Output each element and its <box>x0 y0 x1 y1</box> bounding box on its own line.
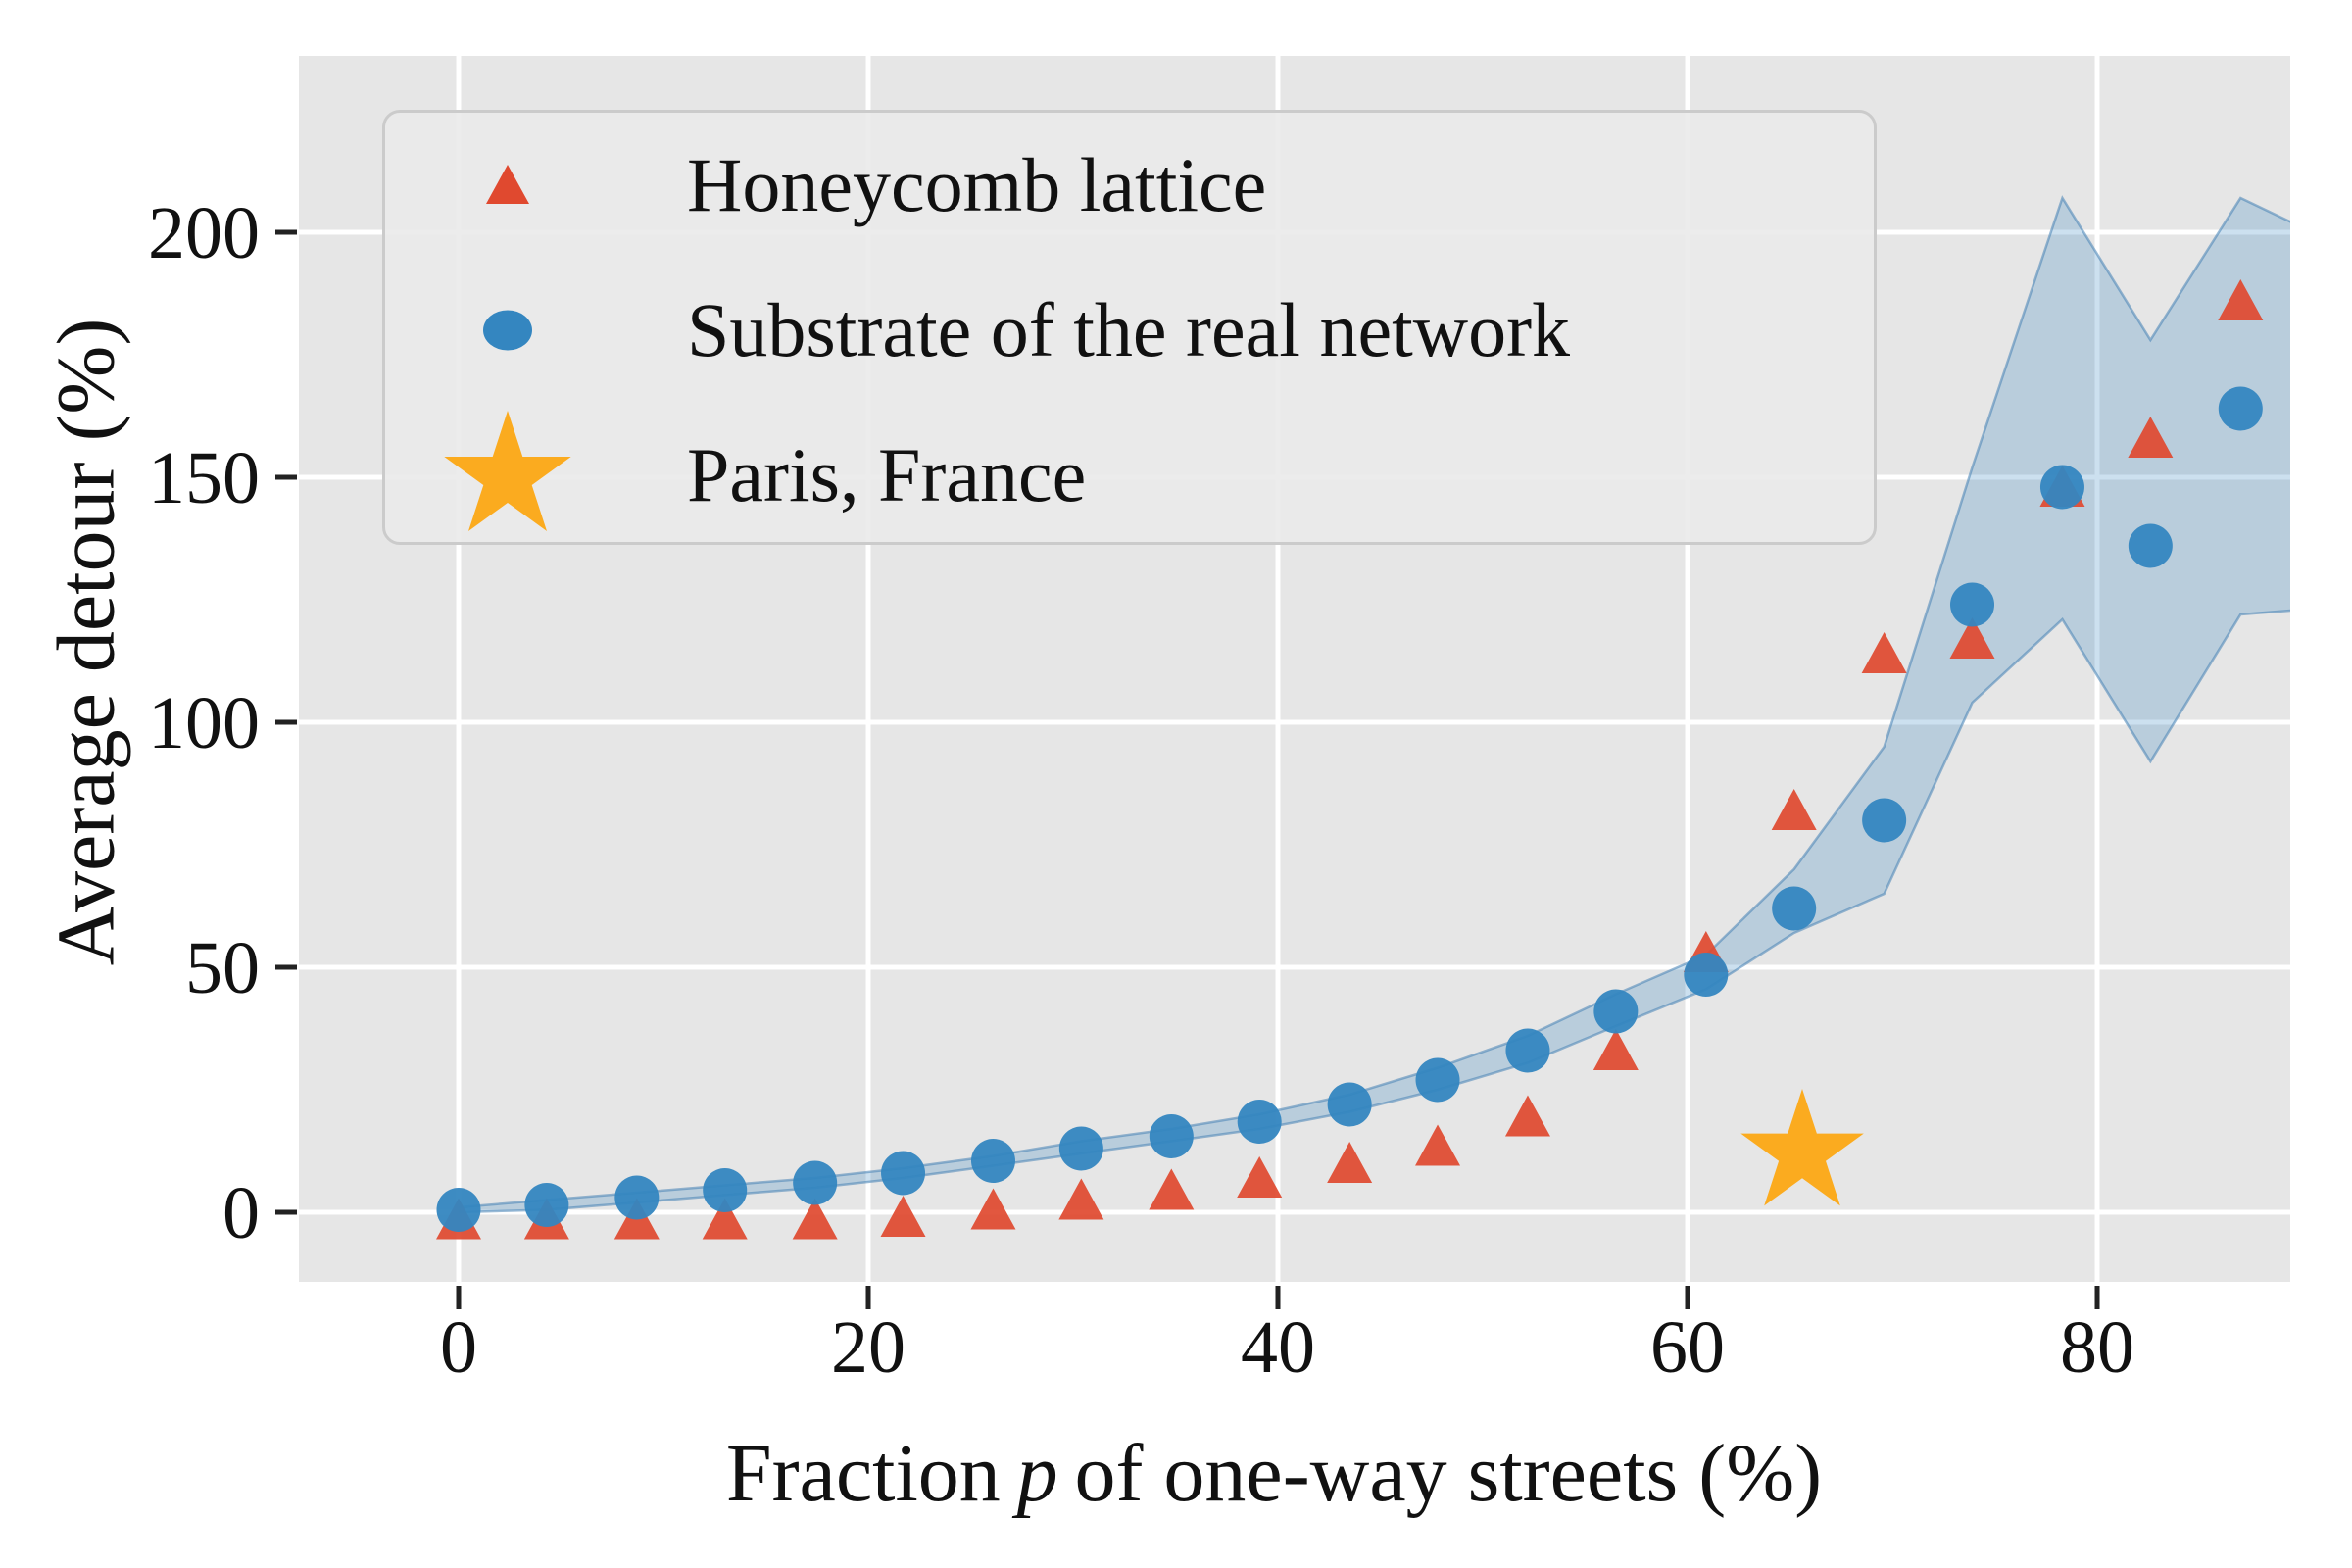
legend-item-honeycomb: Honeycomb lattice <box>385 113 1874 258</box>
uncertainty-band <box>459 198 2290 1212</box>
x-tick-label: 20 <box>831 1306 906 1389</box>
uncertainty-band-lower-edge <box>458 609 2290 1214</box>
honeycomb-point <box>1771 789 1817 830</box>
substrate-point <box>524 1183 569 1227</box>
legend-item-substrate: Substrate of the real network <box>385 258 1874 403</box>
substrate-point <box>436 1188 481 1232</box>
substrate-point <box>1950 582 1995 627</box>
y-tick-label: 200 <box>148 192 260 274</box>
x-tick-label: 80 <box>2060 1306 2134 1389</box>
triangle-icon <box>385 113 630 258</box>
honeycomb-point <box>1592 1029 1639 1070</box>
x-tick-label: 0 <box>440 1306 477 1389</box>
legend-label-substrate: Substrate of the real network <box>687 287 1571 372</box>
y-axis-title: Average detour (%) <box>40 318 132 966</box>
star-icon <box>385 403 630 548</box>
x-tick-label: 40 <box>1241 1306 1315 1389</box>
substrate-point <box>793 1160 838 1205</box>
x-axis-title-pre: Fraction <box>725 1428 1001 1519</box>
y-tick-label: 50 <box>185 927 260 1009</box>
y-tick-label: 100 <box>148 682 260 764</box>
substrate-point <box>2039 465 2084 510</box>
y-tick-label: 150 <box>148 437 260 519</box>
substrate-point <box>1593 989 1639 1034</box>
honeycomb-point <box>1861 632 1907 673</box>
substrate-point <box>703 1168 748 1212</box>
substrate-point <box>1237 1100 1282 1144</box>
substrate-point <box>1327 1082 1372 1127</box>
honeycomb-point <box>2218 279 2264 320</box>
substrate-point <box>1505 1028 1550 1073</box>
honeycomb-point <box>880 1196 926 1237</box>
substrate-point <box>881 1151 926 1196</box>
legend-label-honeycomb: Honeycomb lattice <box>687 142 1267 227</box>
honeycomb-point <box>1149 1168 1195 1210</box>
substrate-point <box>1149 1114 1194 1158</box>
circle-icon <box>385 258 630 403</box>
substrate-point <box>614 1175 660 1220</box>
honeycomb-point <box>970 1188 1016 1230</box>
honeycomb-point <box>1415 1124 1461 1166</box>
honeycomb-point <box>1327 1142 1373 1183</box>
substrate-point <box>1862 798 1907 843</box>
x-axis-title-var: p <box>1016 1428 1058 1519</box>
substrate-point <box>1058 1126 1103 1171</box>
uncertainty-band-upper-edge <box>458 195 2290 1209</box>
x-axis-title-post: of one-way streets (%) <box>1074 1428 1823 1519</box>
y-tick-label: 0 <box>222 1172 260 1254</box>
honeycomb-point <box>1949 617 1995 659</box>
honeycomb-point <box>1058 1178 1104 1220</box>
substrate-point <box>2218 386 2263 431</box>
substrate-point <box>1772 886 1817 931</box>
legend-label-paris: Paris, France <box>687 432 1087 517</box>
honeycomb-point <box>2128 416 2174 458</box>
honeycomb-point <box>1504 1095 1550 1137</box>
substrate-point <box>2128 523 2173 568</box>
honeycomb-point <box>792 1198 838 1240</box>
legend: Honeycomb lattice Substrate of the real … <box>382 110 1877 545</box>
x-axis-title: Fraction p of one-way streets (%) <box>726 1426 1822 1521</box>
substrate-point <box>970 1139 1015 1183</box>
x-tick-label: 60 <box>1650 1306 1725 1389</box>
substrate-point <box>1684 953 1729 997</box>
substrate-point <box>1415 1057 1460 1102</box>
paris-star-marker <box>1740 1089 1864 1206</box>
honeycomb-point <box>1237 1156 1283 1198</box>
honeycomb-point <box>702 1198 748 1240</box>
legend-item-paris: Paris, France <box>385 403 1874 548</box>
